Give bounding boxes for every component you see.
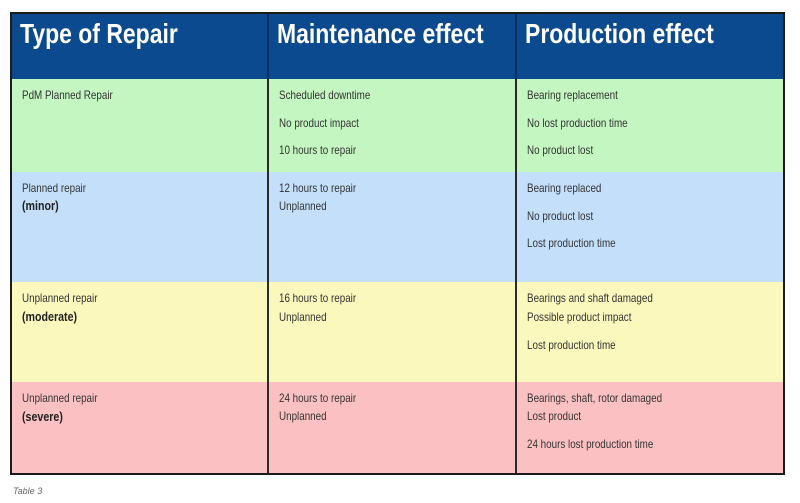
type-text: PdM Planned Repair [22,88,113,102]
table-row: Planned repair (minor) 12 hours to repai… [12,172,783,284]
maintenance-text: 24 hours to repair [279,391,357,405]
production-text: Bearing replaced [527,181,602,195]
production-text: 24 hours lost production time [527,437,654,451]
header-maintenance: Maintenance effect [277,18,484,49]
production-text: No lost production time [527,116,628,130]
production-text: Lost production time [527,236,616,250]
production-text: Lost product [527,409,582,423]
type-text: Planned repair [22,181,87,195]
production-text: Bearing replacement [527,88,618,102]
header-production: Production effect [525,18,714,49]
severity-text: (severe) [22,409,63,424]
maintenance-text: Unplanned [279,409,327,423]
maintenance-text: 16 hours to repair [279,291,357,305]
header-type: Type of Repair [20,18,178,49]
maintenance-text: 10 hours to repair [279,143,357,157]
maintenance-text: No product impact [279,116,359,130]
severity-text: (moderate) [22,309,78,324]
type-text: Unplanned repair [22,291,98,305]
table-caption: Table 3 [13,486,43,496]
production-text: Possible product impact [527,310,632,324]
type-text: Unplanned repair [22,391,98,405]
maintenance-text: 12 hours to repair [279,181,357,195]
repair-table: Type of Repair Maintenance effect Produc… [10,12,785,475]
maintenance-text: Unplanned [279,199,327,213]
severity-text: (minor) [22,198,59,213]
table-row: Unplanned repair (moderate) 16 hours to … [12,282,783,384]
table-header: Type of Repair Maintenance effect Produc… [12,14,783,81]
production-text: No product lost [527,143,594,157]
production-text: Bearings, shaft, rotor damaged [527,391,663,405]
production-text: No product lost [527,209,594,223]
production-text: Lost production time [527,338,616,352]
maintenance-text: Scheduled downtime [279,88,371,102]
maintenance-text: Unplanned [279,310,327,324]
table-row: Unplanned repair (severe) 24 hours to re… [12,382,783,473]
table-row: PdM Planned Repair Scheduled downtime No… [12,79,783,174]
production-text: Bearings and shaft damaged [527,291,653,305]
